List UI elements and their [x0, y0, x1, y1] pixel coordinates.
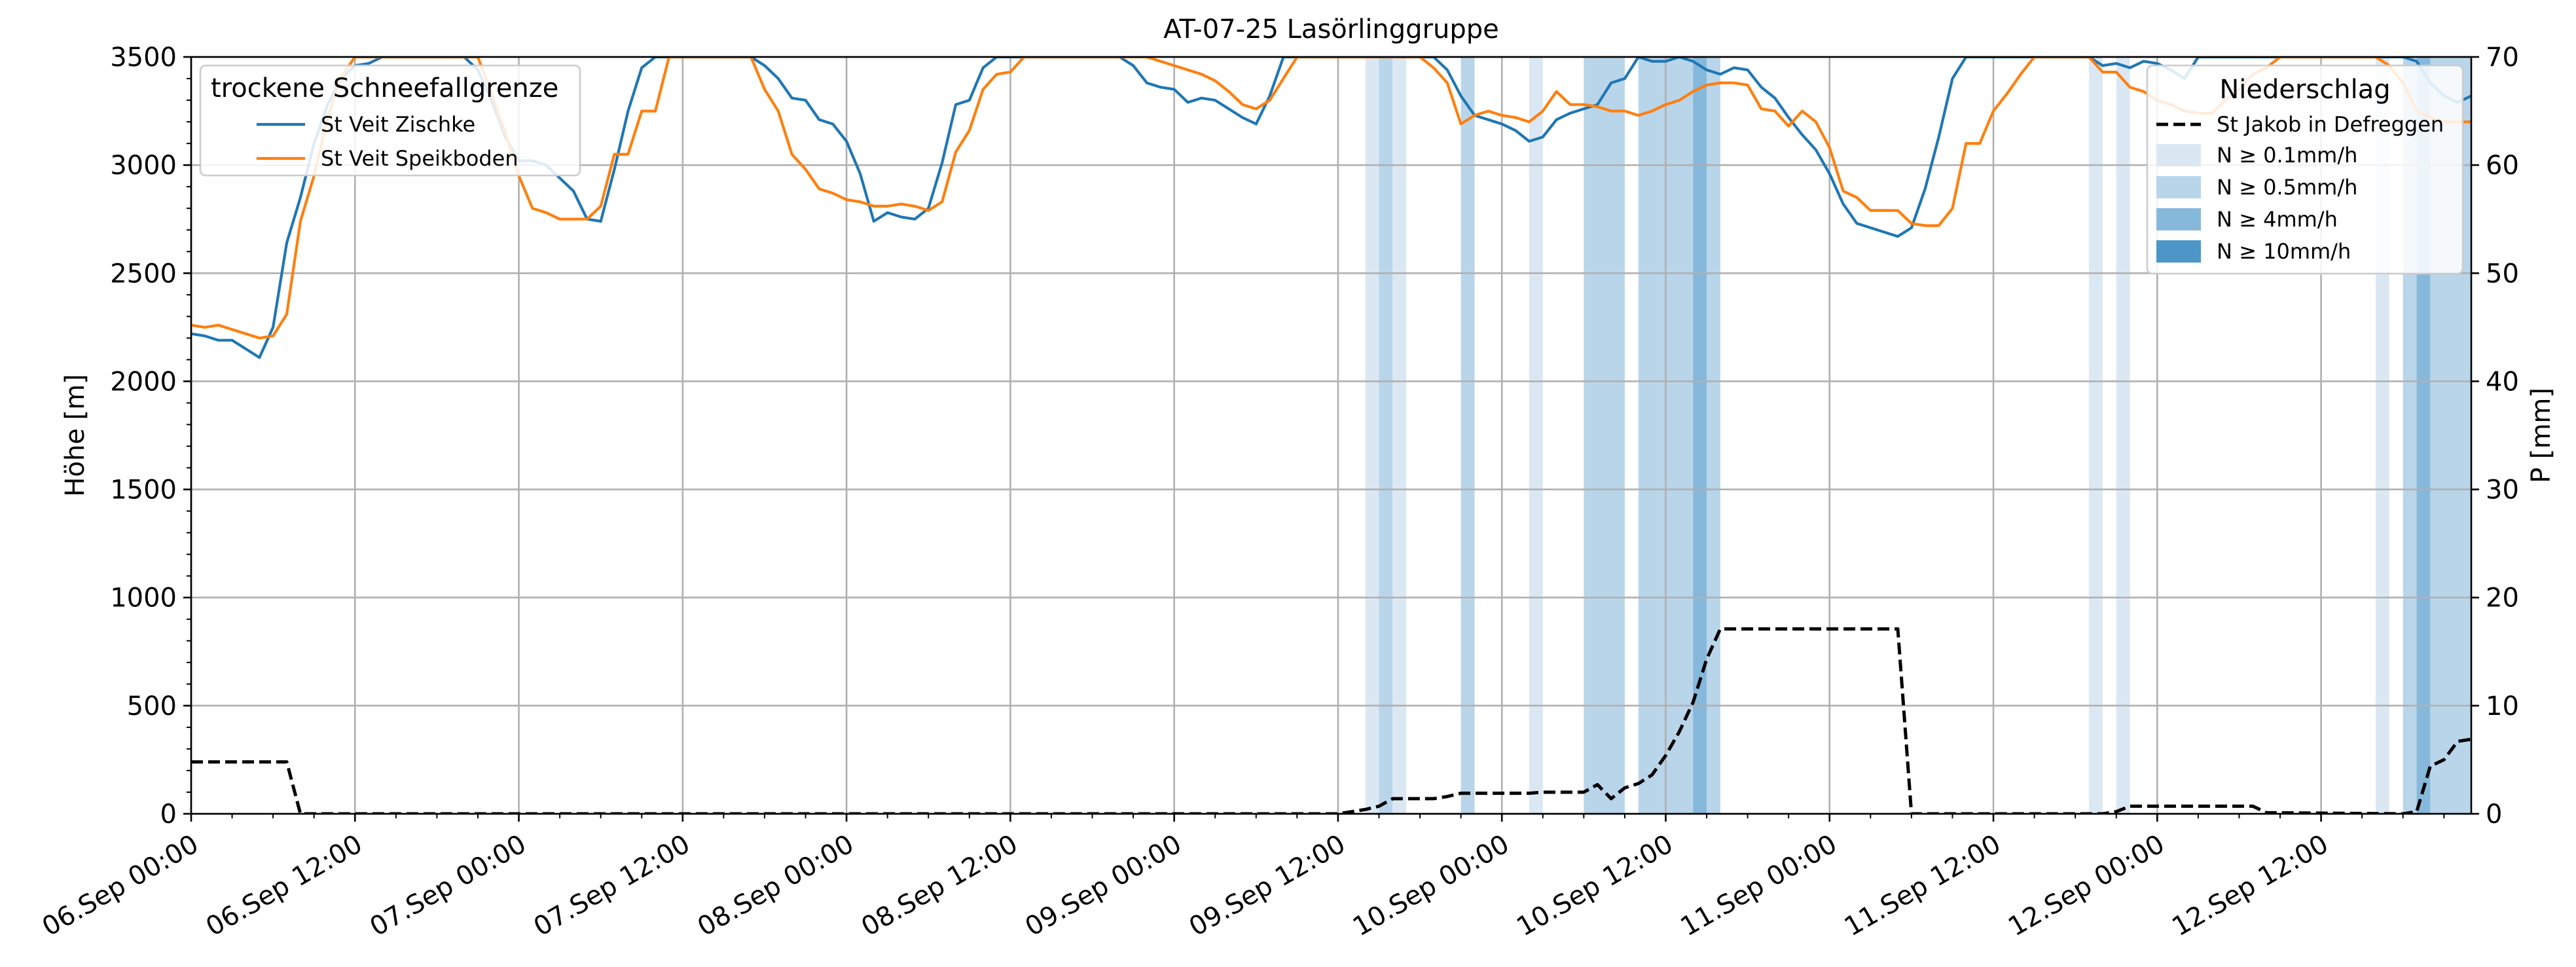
- legend-band-swatch: [2156, 240, 2201, 263]
- legend-right-label: St Jakob in Defreggen: [2217, 112, 2444, 137]
- y2-tick-label: 70: [2486, 43, 2519, 73]
- y-tick-label: 0: [160, 799, 177, 830]
- y-tick-label: 1000: [110, 583, 177, 613]
- legend-left-label: St Veit Zischke: [321, 112, 475, 137]
- series-line-st-veit-speikboden: [191, 57, 2471, 340]
- precip-band: [1379, 57, 1393, 814]
- x-tick-label: 11.Sep 12:00: [1840, 829, 2006, 942]
- y-tick-label: 2500: [110, 259, 177, 289]
- precip-band: [1707, 57, 1720, 814]
- legend-band-label: N ≥ 10mm/h: [2217, 239, 2351, 264]
- chart-title: AT-07-25 Lasörlinggruppe: [1163, 14, 1499, 45]
- y-tick-label: 3000: [110, 151, 177, 181]
- x-tick-label: 12.Sep 12:00: [2167, 829, 2333, 942]
- legend-left-box: [199, 64, 581, 177]
- legend-band-swatch: [2156, 176, 2201, 198]
- x-tick-label: 11.Sep 00:00: [1676, 829, 1842, 942]
- legend-left: trockene Schneefallgrenze St Veit Zischke…: [199, 64, 581, 177]
- y2-tick-label: 60: [2486, 151, 2519, 181]
- x-tick-label: 10.Sep 00:00: [1348, 829, 1514, 942]
- legend-band-swatch: [2156, 144, 2201, 166]
- legend-band-label: N ≥ 0.5mm/h: [2217, 175, 2357, 200]
- plot-frame: [190, 56, 2473, 815]
- y2-tick-label: 40: [2486, 367, 2519, 397]
- y-axis-label: Höhe [m]: [60, 374, 90, 496]
- x-tick-label: 09.Sep 00:00: [1020, 829, 1186, 942]
- legend-band-swatch: [2156, 208, 2201, 230]
- y-tick-label: 500: [127, 691, 177, 721]
- x-tick-label: 12.Sep 00:00: [2003, 829, 2169, 942]
- y2-tick-label: 20: [2486, 583, 2519, 613]
- precip-band: [1392, 57, 1407, 814]
- precip-band: [1693, 57, 1707, 814]
- legend-band-label: N ≥ 4mm/h: [2217, 207, 2338, 232]
- legend-right-title: Niederschlag: [2219, 75, 2390, 105]
- y2-tick-label: 0: [2486, 799, 2502, 830]
- precip-band: [2089, 57, 2103, 814]
- precip-band: [2116, 57, 2130, 814]
- precip-band: [1584, 57, 1625, 814]
- y2-axis-label: P [mm]: [2526, 388, 2556, 483]
- x-tick-label: 07.Sep 12:00: [529, 829, 695, 942]
- x-tick-label: 09.Sep 12:00: [1184, 829, 1351, 942]
- legend-right-box: [2146, 64, 2464, 275]
- series-line-st-jakob-in-defreggen: [191, 627, 2471, 814]
- precip-band: [1460, 57, 1475, 814]
- x-tick-label: 06.Sep 00:00: [37, 829, 204, 942]
- x-tick-label: 06.Sep 12:00: [201, 829, 367, 942]
- legend-left-label: St Veit Speikboden: [321, 146, 518, 171]
- y2-tick-label: 30: [2486, 475, 2519, 505]
- y-tick-label: 3500: [110, 43, 177, 73]
- legend-left-title: trockene Schneefallgrenze: [211, 73, 558, 103]
- y2-tick-label: 10: [2486, 691, 2519, 721]
- y-tick-label: 1500: [110, 475, 177, 505]
- y-axis-right: 0 10 20 30 40 50 60 70: [2471, 43, 2519, 830]
- y-axis-left: 0 500 1000 1500 2000 2500 3000 3500: [110, 43, 191, 830]
- legend-band-label: N ≥ 0.1mm/h: [2217, 143, 2357, 168]
- x-tick-label: 08.Sep 12:00: [856, 829, 1023, 942]
- legend-right: Niederschlag St Jakob in Defreggen N ≥ 0.1…: [2146, 64, 2464, 275]
- x-tick-label: 08.Sep 00:00: [693, 829, 859, 942]
- y-tick-label: 2000: [110, 367, 177, 397]
- x-tick-label: 10.Sep 12:00: [1512, 829, 1678, 942]
- x-tick-label: 07.Sep 00:00: [365, 829, 531, 942]
- y2-tick-label: 50: [2486, 259, 2519, 289]
- precip-band: [1365, 57, 1379, 814]
- precip-band: [1529, 57, 1543, 814]
- series-group: [191, 57, 2471, 814]
